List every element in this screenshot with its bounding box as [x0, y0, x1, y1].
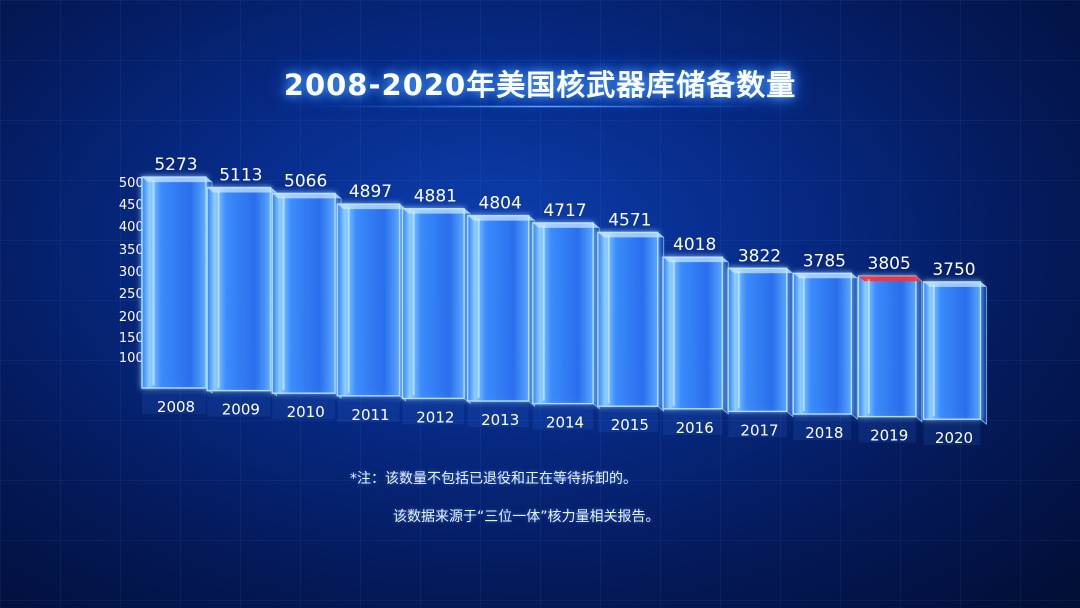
bar — [336, 203, 401, 397]
bar-reflection — [337, 399, 400, 422]
bar — [662, 256, 723, 410]
bar-reflection — [793, 418, 852, 440]
data-label: 4897 — [349, 182, 392, 202]
bar — [206, 186, 272, 392]
data-label: 4717 — [543, 201, 586, 221]
bar-side-face — [915, 275, 923, 423]
data-label: 3822 — [738, 246, 781, 266]
bar-reflection — [728, 415, 787, 438]
bar-top-face — [402, 208, 471, 214]
data-label: 3805 — [868, 254, 911, 274]
x-tick-label: 2018 — [805, 424, 843, 442]
x-tick-label: 2008 — [157, 398, 195, 416]
bar-reflection — [207, 394, 271, 417]
bar-top-face — [923, 281, 987, 287]
bar-side-face — [721, 256, 729, 415]
bar-reflection — [142, 392, 206, 414]
title-underline-glow — [320, 105, 760, 108]
x-tick-label: 2017 — [740, 421, 778, 439]
bar-top-face — [793, 273, 858, 279]
bar-reflection — [272, 397, 336, 420]
bar-top-face — [597, 232, 664, 238]
x-tick-label: 2014 — [546, 414, 584, 432]
bar-top-face — [467, 215, 535, 221]
data-label: 4018 — [673, 235, 716, 255]
bar-top-face — [532, 222, 600, 228]
bar — [532, 222, 594, 405]
x-tick-label: 2019 — [870, 427, 908, 445]
bar-top-face — [337, 204, 406, 210]
data-label: 5066 — [284, 171, 327, 191]
x-tick-label: 2016 — [676, 419, 714, 437]
bar — [792, 272, 853, 415]
bar — [727, 267, 788, 413]
x-tick-label: 2011 — [351, 406, 389, 424]
x-tick-label: 2012 — [416, 408, 454, 426]
bar-reflection — [402, 402, 465, 425]
bar — [141, 176, 207, 389]
data-label: 3785 — [803, 251, 846, 271]
data-label: 4571 — [608, 210, 651, 230]
bar-reflection — [858, 420, 916, 443]
x-tick-label: 2015 — [611, 416, 649, 434]
bar-reflection — [532, 407, 594, 430]
chart-title: 2008-2020年美国核武器库储备数量 — [283, 68, 797, 102]
bars-group: 5273 2008 5113 2009 5066 2010 4897 2011 4881 2012… — [141, 155, 987, 447]
bar-top-face — [272, 193, 342, 199]
data-label: 4804 — [479, 194, 522, 214]
data-label: 3750 — [932, 260, 975, 280]
bar-reflection — [663, 412, 723, 435]
bar-top-face — [728, 268, 793, 274]
bar-top-face — [207, 187, 277, 193]
bar-side-face — [850, 272, 858, 420]
footnote-line-2: 该数据来源于“三位一体”核力量相关报告。 — [393, 509, 660, 525]
bar-side-face — [980, 281, 987, 426]
bar — [401, 207, 465, 400]
footnote-line-1: *注：该数量不包括已退役和正在等待拆卸的。 — [350, 471, 637, 487]
x-tick-label: 2020 — [935, 429, 973, 447]
data-label: 5113 — [219, 166, 262, 186]
bar — [466, 214, 530, 402]
bar — [922, 281, 982, 420]
bar — [271, 192, 336, 394]
bar-top-face — [858, 276, 922, 282]
bar-top-face — [663, 257, 729, 263]
data-label: 5273 — [154, 155, 197, 175]
bar-reflection — [597, 410, 658, 433]
bar — [857, 275, 917, 418]
x-tick-label: 2009 — [222, 401, 260, 419]
bar-side-face — [786, 267, 794, 418]
data-label: 4881 — [414, 187, 457, 207]
x-tick-label: 2010 — [287, 403, 325, 421]
x-tick-label: 2013 — [481, 411, 519, 429]
bar-reflection — [923, 423, 981, 446]
bar — [597, 231, 659, 407]
bar-reflection — [467, 405, 529, 427]
bar-top-face — [142, 177, 212, 183]
